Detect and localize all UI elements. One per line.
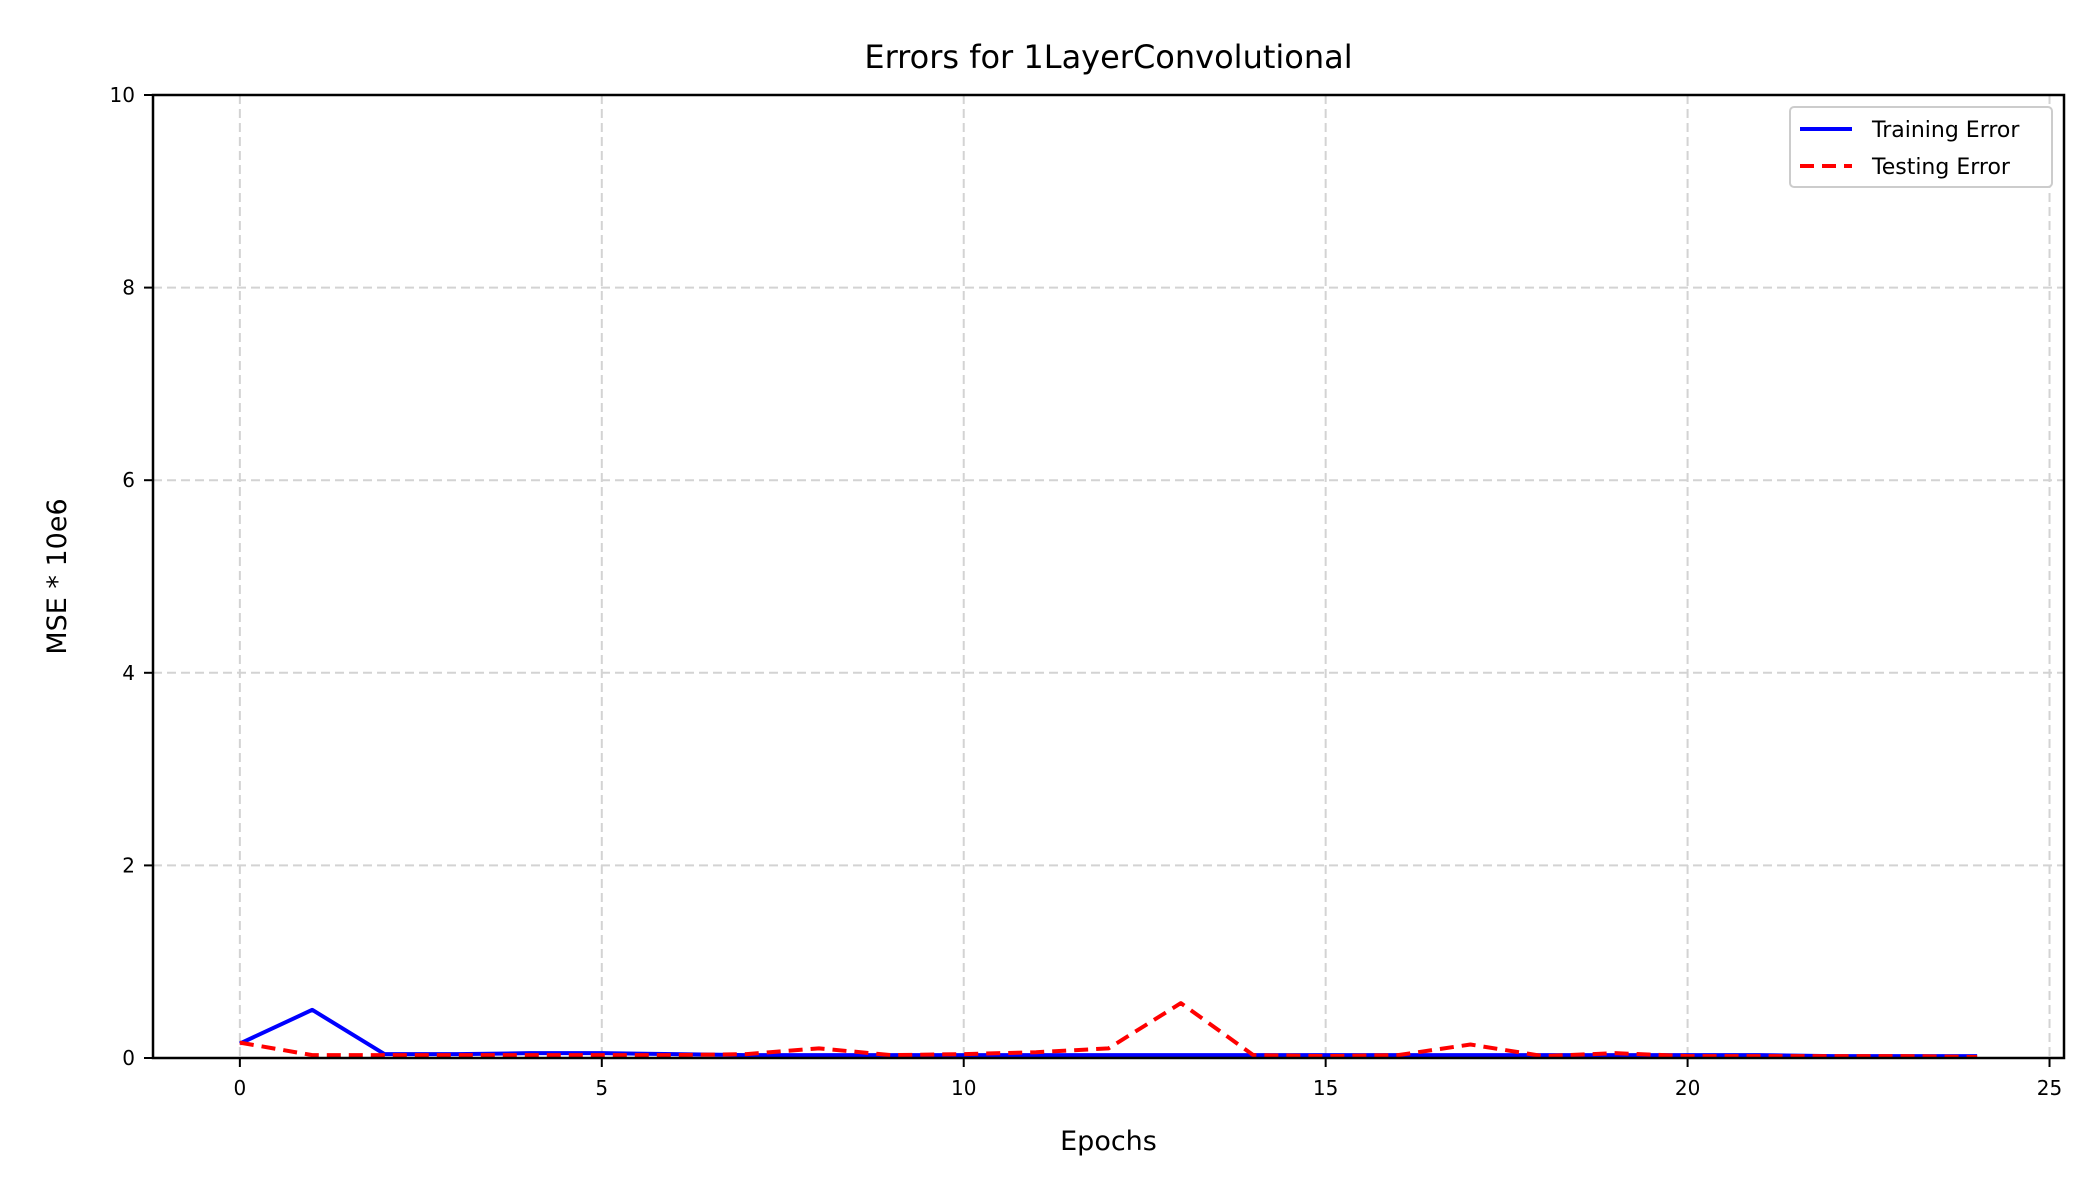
x-axis-label: Epochs bbox=[1060, 1126, 1157, 1157]
y-tick-label: 8 bbox=[122, 276, 135, 300]
legend-box bbox=[1789, 106, 2053, 188]
grid bbox=[153, 95, 2064, 1058]
chart-title: Errors for 1LayerConvolutional bbox=[864, 38, 1352, 76]
y-tick-label: 4 bbox=[122, 661, 135, 685]
y-axis-label: MSE * 10e6 bbox=[42, 498, 73, 654]
plot-area-frame bbox=[151, 93, 2066, 1060]
x-tick-label: 20 bbox=[1675, 1076, 1700, 1100]
y-tick-label: 10 bbox=[110, 83, 135, 107]
x-tick-label: 15 bbox=[1313, 1076, 1338, 1100]
x-tick-label: 5 bbox=[595, 1076, 608, 1100]
legend-label-training-error: Training Error bbox=[1871, 118, 2020, 143]
series-lines bbox=[239, 1001, 1978, 1060]
y-tick-label: 2 bbox=[122, 853, 135, 877]
x-tick-label: 25 bbox=[2037, 1076, 2062, 1100]
axis-ticks: 0 5 10 15 20 25 0 2 4 6 8 10 bbox=[110, 83, 2063, 1100]
legend: Training Error Testing Error bbox=[1789, 106, 2053, 188]
series-line-testing-error bbox=[239, 1001, 1978, 1060]
y-tick-label: 6 bbox=[122, 468, 135, 492]
legend-label-testing-error: Testing Error bbox=[1871, 155, 2011, 180]
x-tick-label: 0 bbox=[233, 1076, 246, 1100]
y-tick-label: 0 bbox=[122, 1046, 135, 1070]
x-tick-label: 10 bbox=[951, 1076, 976, 1100]
